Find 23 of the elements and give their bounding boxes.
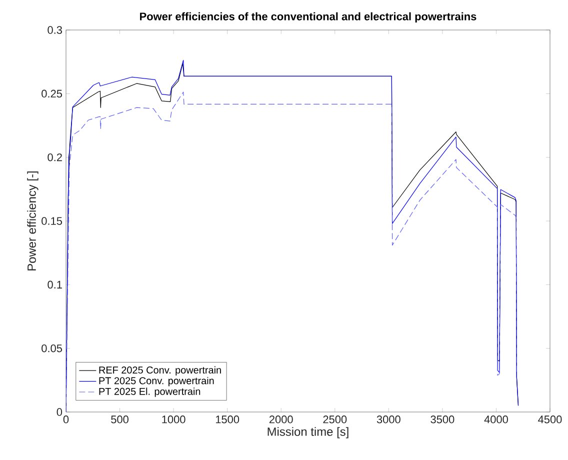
legend-label: PT 2025 El. powertrain xyxy=(99,388,200,397)
x-tick-label: 3000 xyxy=(376,416,400,424)
y-tick-label: 0.2 xyxy=(48,153,62,162)
y-tick-label: 0.1 xyxy=(48,280,62,289)
legend-label: REF 2025 Conv. powertrain xyxy=(99,366,221,376)
x-tick-label: 0 xyxy=(63,416,69,424)
x-tick-label: 3500 xyxy=(430,416,454,424)
x-tick-label: 2500 xyxy=(323,416,347,424)
y-tick-label: 0.05 xyxy=(42,344,62,352)
y-tick-label: 0.25 xyxy=(42,90,62,98)
x-tick-label: 2000 xyxy=(269,416,293,424)
x-tick-label: 4000 xyxy=(484,416,508,424)
legend-label: PT 2025 Conv. powertrain xyxy=(99,376,214,386)
x-tick-label: 500 xyxy=(111,416,128,424)
x-tick-label: 1500 xyxy=(216,416,240,424)
chart-title: Power efficiencies of the conventional and electrical powertrains xyxy=(140,12,476,22)
x-tick-label: 4500 xyxy=(538,416,562,424)
y-tick-label: 0.15 xyxy=(42,217,62,225)
y-tick-label: 0.3 xyxy=(48,26,62,34)
x-tick-label: 1000 xyxy=(162,416,186,424)
x-axis-title: Mission time [s] xyxy=(268,427,348,438)
y-tick-label: 0 xyxy=(56,408,62,416)
y-axis-title: Power efficiency [-] xyxy=(27,171,38,270)
